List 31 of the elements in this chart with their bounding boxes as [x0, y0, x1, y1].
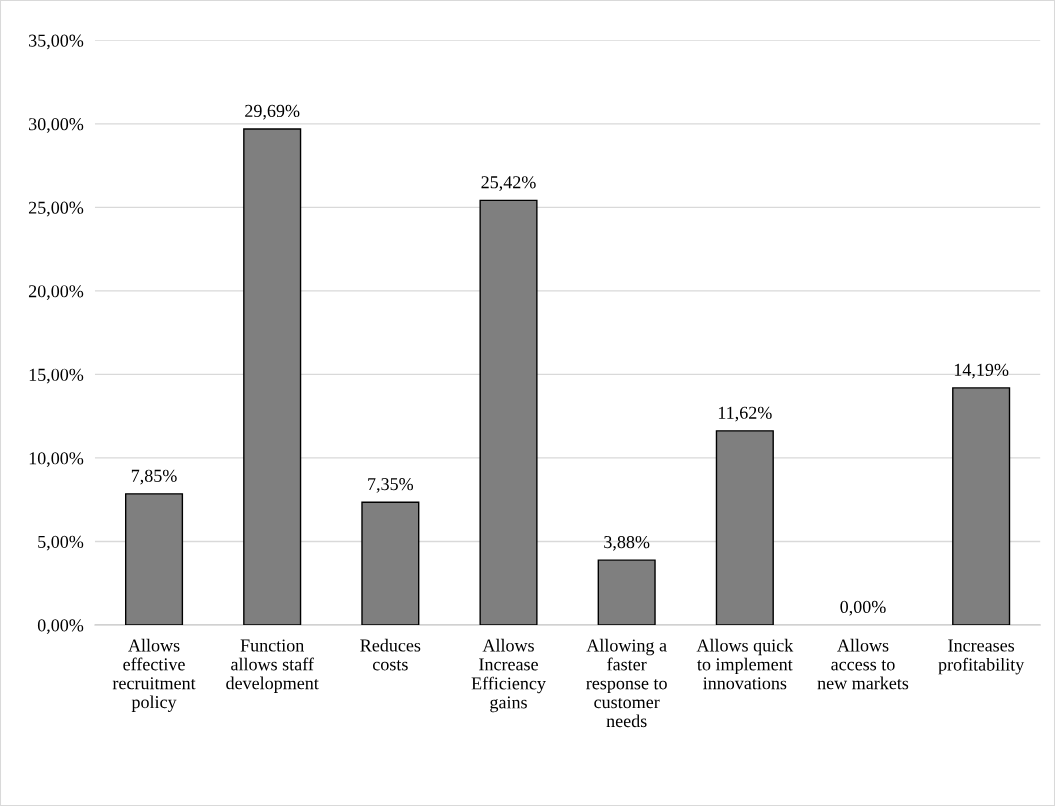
- y-tick-label: 20,00%: [28, 285, 84, 300]
- data-label: 0,00%: [840, 600, 886, 616]
- bar: [124, 493, 184, 625]
- data-label: 14,19%: [954, 363, 1009, 379]
- data-label: 7,35%: [368, 478, 414, 493]
- x-tick-label: Allows effective recruitment policy: [112, 638, 196, 712]
- x-tick-label: Function allows staff development: [226, 639, 319, 693]
- bar: [952, 387, 1011, 625]
- data-label: 25,42%: [481, 176, 536, 191]
- y-tick-label: 25,00%: [28, 201, 84, 217]
- bar: [597, 559, 656, 625]
- y-tick-label: 30,00%: [29, 118, 84, 133]
- x-tick-label: Allows quick to implement innovations: [696, 638, 794, 690]
- x-tick-label: Allows access to new markets: [817, 638, 909, 690]
- y-tick-label: 15,00%: [29, 368, 84, 384]
- x-tick-label: Allows Increase Efficiency gains: [471, 638, 546, 713]
- y-tick-label: 35,00%: [29, 34, 84, 50]
- y-tick-label: 0,00%: [37, 619, 84, 635]
- x-tick-label: Reduces costs: [360, 638, 421, 671]
- y-tick-label: 5,00%: [38, 535, 84, 551]
- y-tick-label: 10,00%: [29, 452, 84, 467]
- bar: [243, 128, 302, 625]
- bar: [479, 199, 538, 625]
- data-label: 3,88%: [604, 535, 650, 551]
- data-label: 7,85%: [131, 469, 177, 485]
- data-label: 11,62%: [718, 406, 772, 422]
- bar: [715, 430, 774, 625]
- data-label: 29,69%: [245, 104, 300, 120]
- x-tick-label: Increases profitability: [938, 639, 1025, 675]
- bar: [361, 501, 420, 625]
- x-tick-label: Allowing a faster response to customer needs: [586, 638, 667, 728]
